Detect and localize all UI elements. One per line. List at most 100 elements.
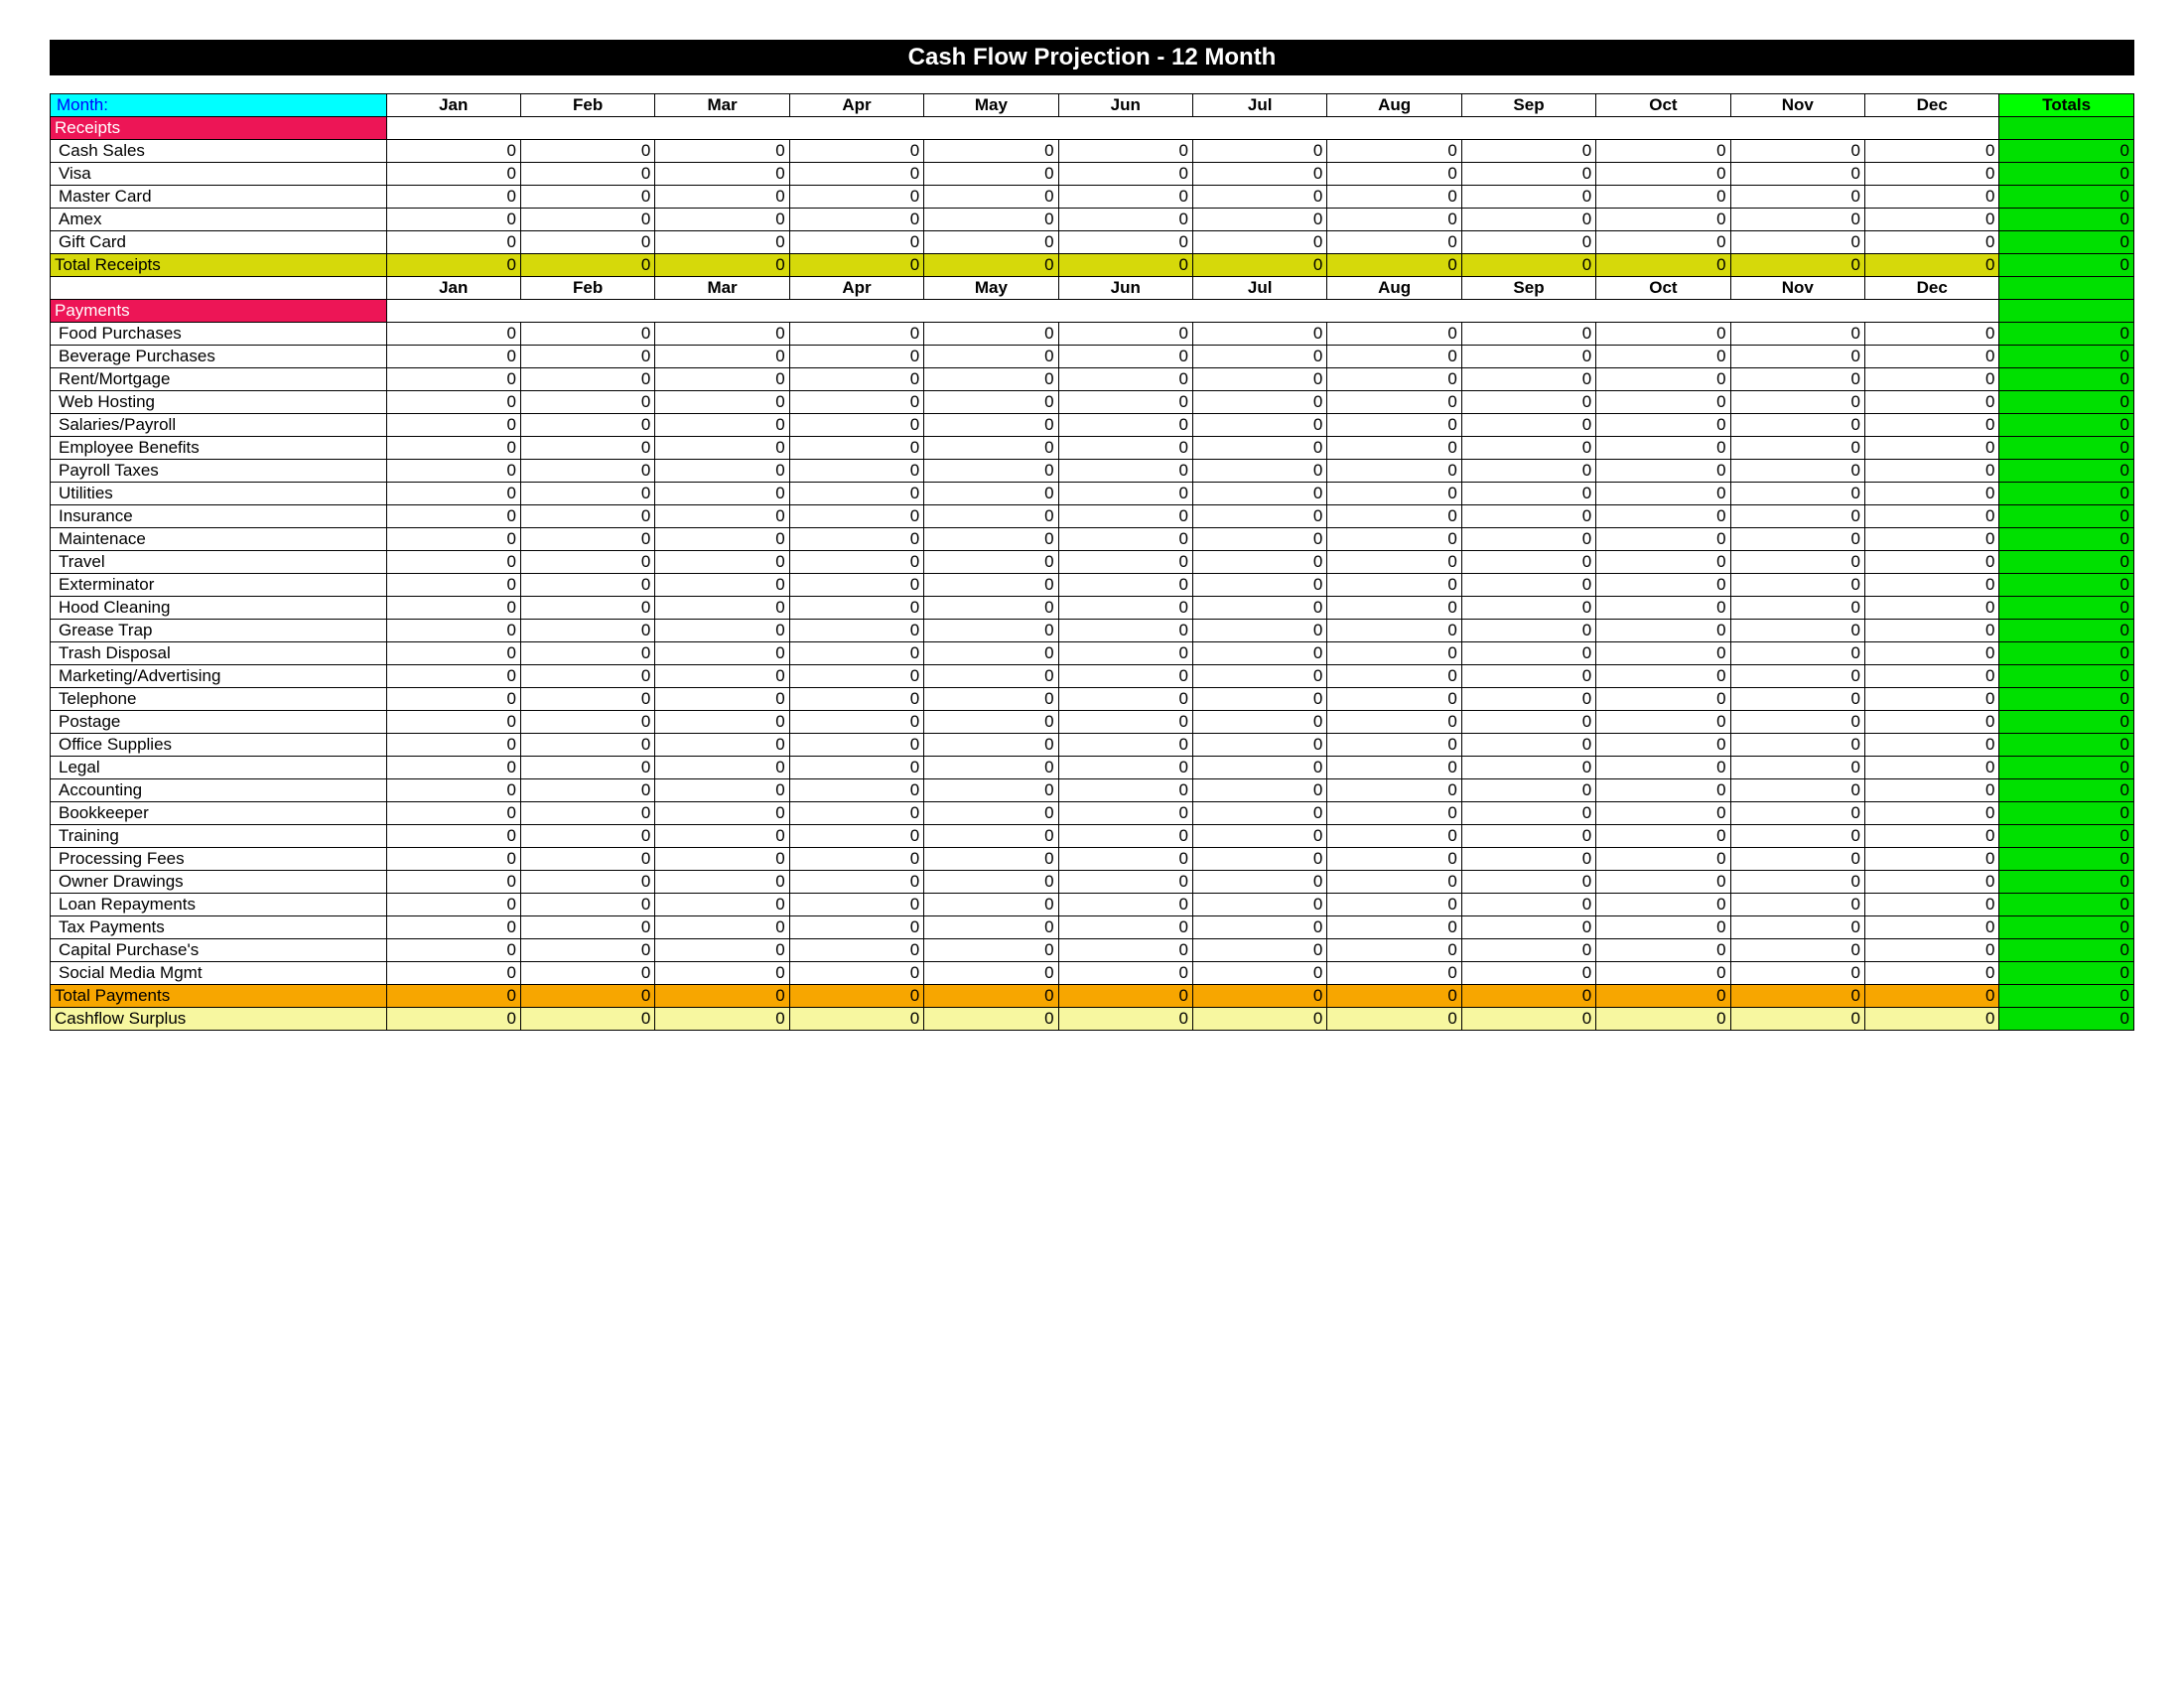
payment-cell[interactable]: 0 bbox=[1192, 734, 1326, 757]
payment-cell[interactable]: 0 bbox=[1461, 665, 1595, 688]
payment-cell[interactable]: 0 bbox=[655, 825, 789, 848]
payment-cell[interactable]: 0 bbox=[655, 483, 789, 505]
payment-cell[interactable]: 0 bbox=[1730, 460, 1864, 483]
payment-cell[interactable]: 0 bbox=[789, 437, 923, 460]
payment-cell[interactable]: 0 bbox=[520, 779, 654, 802]
receipt-cell[interactable]: 0 bbox=[1461, 209, 1595, 231]
payment-cell[interactable]: 0 bbox=[520, 460, 654, 483]
payment-cell[interactable]: 0 bbox=[924, 642, 1058, 665]
payment-cell[interactable]: 0 bbox=[924, 871, 1058, 894]
payment-cell[interactable]: 0 bbox=[1461, 414, 1595, 437]
payment-cell[interactable]: 0 bbox=[386, 323, 520, 346]
payment-cell[interactable]: 0 bbox=[924, 574, 1058, 597]
payment-cell[interactable]: 0 bbox=[789, 505, 923, 528]
receipt-cell[interactable]: 0 bbox=[1865, 209, 1999, 231]
payment-cell[interactable]: 0 bbox=[520, 620, 654, 642]
payment-cell[interactable]: 0 bbox=[386, 779, 520, 802]
payment-cell[interactable]: 0 bbox=[1192, 414, 1326, 437]
payment-cell[interactable]: 0 bbox=[789, 460, 923, 483]
payment-cell[interactable]: 0 bbox=[1192, 460, 1326, 483]
payment-cell[interactable]: 0 bbox=[1058, 962, 1192, 985]
payment-cell[interactable]: 0 bbox=[1327, 414, 1461, 437]
payment-cell[interactable]: 0 bbox=[1327, 574, 1461, 597]
payment-cell[interactable]: 0 bbox=[924, 916, 1058, 939]
payment-cell[interactable]: 0 bbox=[1596, 597, 1730, 620]
payment-cell[interactable]: 0 bbox=[386, 757, 520, 779]
payment-cell[interactable]: 0 bbox=[655, 802, 789, 825]
payment-cell[interactable]: 0 bbox=[924, 734, 1058, 757]
payment-cell[interactable]: 0 bbox=[1058, 734, 1192, 757]
payment-cell[interactable]: 0 bbox=[1596, 871, 1730, 894]
payment-cell[interactable]: 0 bbox=[924, 962, 1058, 985]
payment-cell[interactable]: 0 bbox=[520, 551, 654, 574]
payment-cell[interactable]: 0 bbox=[1461, 505, 1595, 528]
payment-cell[interactable]: 0 bbox=[1461, 711, 1595, 734]
receipt-cell[interactable]: 0 bbox=[655, 163, 789, 186]
payment-cell[interactable]: 0 bbox=[1730, 939, 1864, 962]
receipt-cell[interactable]: 0 bbox=[1058, 209, 1192, 231]
payment-cell[interactable]: 0 bbox=[520, 437, 654, 460]
payment-cell[interactable]: 0 bbox=[1596, 916, 1730, 939]
payment-cell[interactable]: 0 bbox=[386, 802, 520, 825]
payment-cell[interactable]: 0 bbox=[386, 368, 520, 391]
payment-cell[interactable]: 0 bbox=[1730, 688, 1864, 711]
receipt-cell[interactable]: 0 bbox=[789, 231, 923, 254]
payment-cell[interactable]: 0 bbox=[1327, 688, 1461, 711]
payment-cell[interactable]: 0 bbox=[1192, 779, 1326, 802]
payment-cell[interactable]: 0 bbox=[1461, 871, 1595, 894]
receipt-cell[interactable]: 0 bbox=[789, 209, 923, 231]
payment-cell[interactable]: 0 bbox=[386, 939, 520, 962]
receipt-cell[interactable]: 0 bbox=[655, 231, 789, 254]
payment-cell[interactable]: 0 bbox=[520, 825, 654, 848]
payment-cell[interactable]: 0 bbox=[1192, 848, 1326, 871]
payment-cell[interactable]: 0 bbox=[789, 574, 923, 597]
payment-cell[interactable]: 0 bbox=[1596, 825, 1730, 848]
payment-cell[interactable]: 0 bbox=[1865, 620, 1999, 642]
payment-cell[interactable]: 0 bbox=[520, 848, 654, 871]
payment-cell[interactable]: 0 bbox=[1461, 642, 1595, 665]
payment-cell[interactable]: 0 bbox=[1327, 734, 1461, 757]
payment-cell[interactable]: 0 bbox=[1327, 779, 1461, 802]
payment-cell[interactable]: 0 bbox=[789, 939, 923, 962]
receipt-cell[interactable]: 0 bbox=[1192, 186, 1326, 209]
payment-cell[interactable]: 0 bbox=[1730, 642, 1864, 665]
receipt-cell[interactable]: 0 bbox=[520, 140, 654, 163]
payment-cell[interactable]: 0 bbox=[1730, 916, 1864, 939]
payment-cell[interactable]: 0 bbox=[1596, 391, 1730, 414]
payment-cell[interactable]: 0 bbox=[1192, 597, 1326, 620]
payment-cell[interactable]: 0 bbox=[520, 802, 654, 825]
payment-cell[interactable]: 0 bbox=[1327, 825, 1461, 848]
payment-cell[interactable]: 0 bbox=[1058, 551, 1192, 574]
payment-cell[interactable]: 0 bbox=[1461, 825, 1595, 848]
payment-cell[interactable]: 0 bbox=[1730, 894, 1864, 916]
receipt-cell[interactable]: 0 bbox=[655, 186, 789, 209]
payment-cell[interactable]: 0 bbox=[1730, 802, 1864, 825]
receipt-cell[interactable]: 0 bbox=[924, 231, 1058, 254]
payment-cell[interactable]: 0 bbox=[924, 597, 1058, 620]
payment-cell[interactable]: 0 bbox=[1058, 391, 1192, 414]
receipt-cell[interactable]: 0 bbox=[1596, 163, 1730, 186]
payment-cell[interactable]: 0 bbox=[1730, 711, 1864, 734]
payment-cell[interactable]: 0 bbox=[1058, 574, 1192, 597]
payment-cell[interactable]: 0 bbox=[386, 505, 520, 528]
payment-cell[interactable]: 0 bbox=[386, 734, 520, 757]
payment-cell[interactable]: 0 bbox=[1058, 528, 1192, 551]
payment-cell[interactable]: 0 bbox=[1730, 551, 1864, 574]
payment-cell[interactable]: 0 bbox=[655, 391, 789, 414]
payment-cell[interactable]: 0 bbox=[1865, 939, 1999, 962]
receipt-cell[interactable]: 0 bbox=[1730, 231, 1864, 254]
payment-cell[interactable]: 0 bbox=[789, 346, 923, 368]
payment-cell[interactable]: 0 bbox=[924, 939, 1058, 962]
payment-cell[interactable]: 0 bbox=[789, 848, 923, 871]
payment-cell[interactable]: 0 bbox=[1865, 368, 1999, 391]
payment-cell[interactable]: 0 bbox=[386, 711, 520, 734]
receipt-cell[interactable]: 0 bbox=[1461, 231, 1595, 254]
payment-cell[interactable]: 0 bbox=[1730, 825, 1864, 848]
payment-cell[interactable]: 0 bbox=[789, 414, 923, 437]
payment-cell[interactable]: 0 bbox=[1865, 894, 1999, 916]
payment-cell[interactable]: 0 bbox=[1865, 528, 1999, 551]
payment-cell[interactable]: 0 bbox=[655, 962, 789, 985]
payment-cell[interactable]: 0 bbox=[1865, 414, 1999, 437]
payment-cell[interactable]: 0 bbox=[1596, 688, 1730, 711]
payment-cell[interactable]: 0 bbox=[520, 916, 654, 939]
